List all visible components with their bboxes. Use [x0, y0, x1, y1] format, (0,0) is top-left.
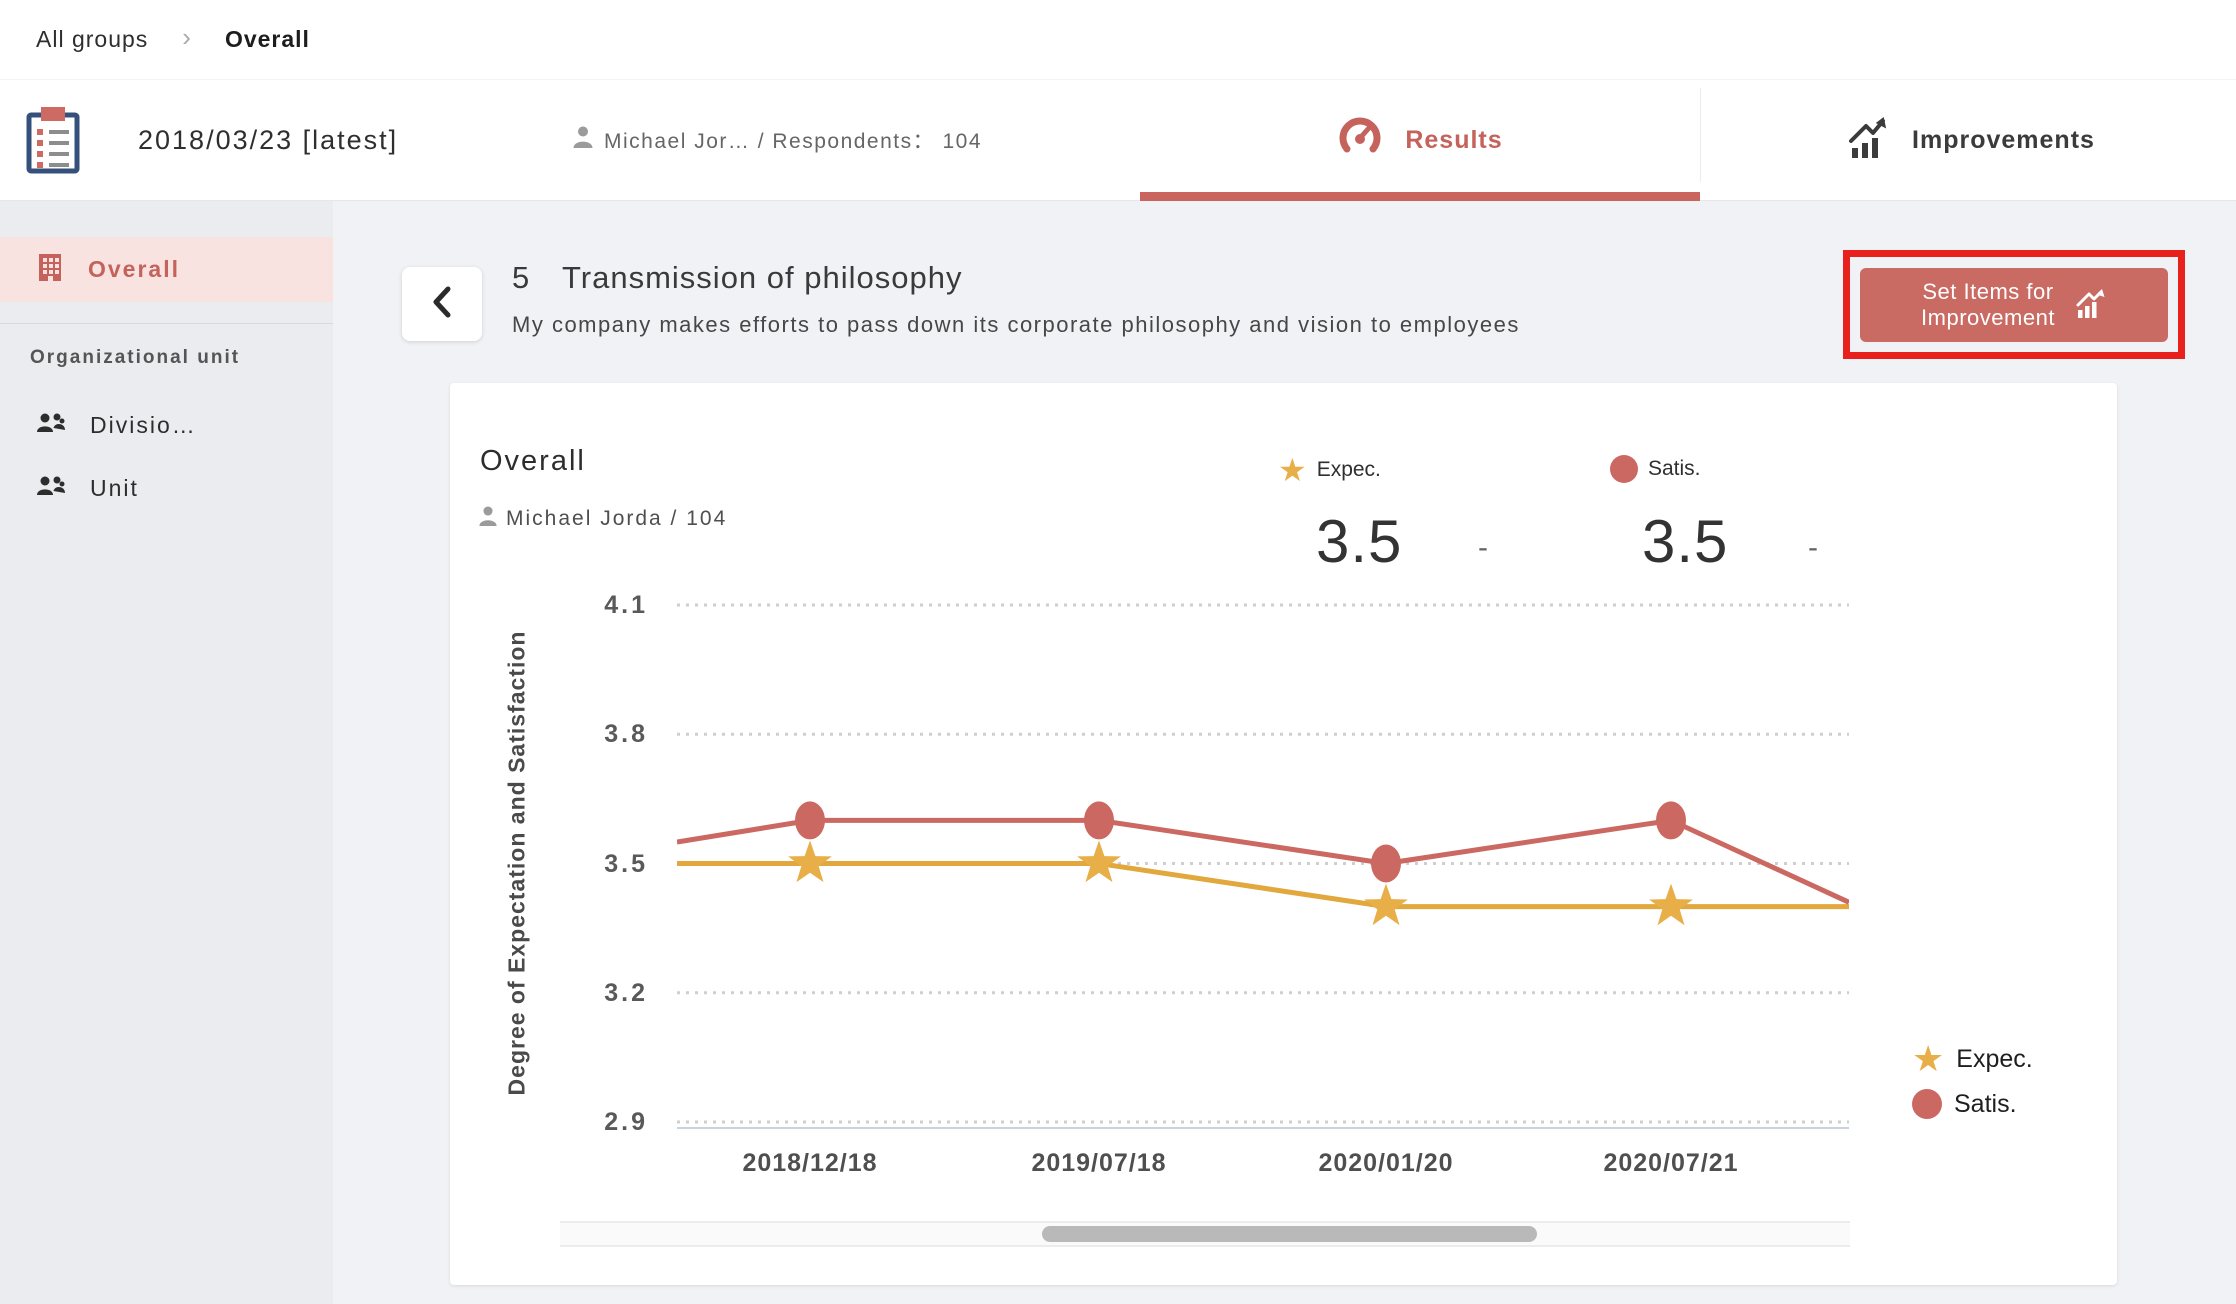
- breadcrumb-separator-icon: ›: [182, 22, 191, 52]
- y-tick-label: 3.5: [604, 849, 648, 878]
- stat-satis-delta: -: [1808, 531, 1818, 564]
- sidebar-item-overall-label: Overall: [88, 256, 180, 282]
- y-tick-label: 2.9: [604, 1108, 648, 1136]
- sidebar-item-unit-label: Unit: [90, 474, 139, 501]
- chart-legend: ★ Expec. Satis.: [1912, 1038, 2033, 1119]
- x-axis-label: 2020/01/20: [1318, 1149, 1454, 1177]
- satis-data-point[interactable]: [795, 801, 825, 840]
- tab-results-label: Results: [1405, 125, 1503, 154]
- survey-date[interactable]: 2018/03/23 [latest]: [138, 125, 399, 155]
- stat-expec-header: ★ Expec.: [1278, 452, 1381, 488]
- tab-divider: [1700, 88, 1701, 182]
- y-tick-label: 3.8: [604, 720, 648, 749]
- satis-data-point[interactable]: [1084, 801, 1114, 840]
- y-tick-label: 3.2: [604, 978, 648, 1007]
- chart-card: Overall Michael Jorda / 104 ★ Expec. 3.5…: [450, 383, 2117, 1285]
- x-axis-label: 2019/07/18: [1031, 1149, 1167, 1177]
- sidebar-item-division[interactable]: Divisio…: [0, 401, 333, 449]
- y-axis-title: Degree of Expectation and Satisfaction: [503, 630, 530, 1096]
- sidebar: Overall Organizational unit Divisio… Uni…: [0, 201, 333, 1304]
- gauge-icon: [1337, 115, 1383, 166]
- expec-data-point[interactable]: [1364, 883, 1408, 926]
- sidebar-item-division-label: Divisio…: [90, 411, 197, 438]
- legend-expec-label: Expec.: [1956, 1044, 2033, 1073]
- y-tick-label: 4.1: [604, 591, 648, 619]
- satis-data-point[interactable]: [1656, 801, 1686, 840]
- circle-marker-icon: [1912, 1089, 1942, 1119]
- question-title: Transmission of philosophy: [562, 260, 963, 295]
- users-icon: [36, 411, 66, 440]
- sidebar-item-overall[interactable]: Overall: [0, 237, 333, 302]
- breadcrumb: All groups › Overall: [0, 0, 2236, 80]
- legend-item-expec: ★ Expec.: [1912, 1038, 2033, 1079]
- chart-horizontal-scrollbar-thumb[interactable]: [1042, 1226, 1537, 1242]
- sidebar-item-unit[interactable]: Unit: [0, 464, 333, 512]
- chart-horizontal-scrollbar-track[interactable]: [560, 1221, 1850, 1247]
- stat-satis-label: Satis.: [1648, 457, 1701, 480]
- circle-marker-icon: [1610, 455, 1638, 483]
- clipboard-icon: [24, 103, 82, 182]
- survey-meta: Michael Jor… / Respondents： 104: [572, 80, 982, 200]
- sidebar-divider: [0, 323, 333, 324]
- question-description: My company makes efforts to pass down it…: [512, 312, 1520, 337]
- expec-data-point[interactable]: [1649, 883, 1693, 926]
- x-axis-label: 2020/07/21: [1603, 1149, 1739, 1177]
- chart-card-subtitle: Michael Jorda / 104: [478, 505, 727, 533]
- satis-data-point[interactable]: [1371, 844, 1401, 883]
- back-button[interactable]: [402, 267, 482, 341]
- chart-card-subtitle-text: Michael Jorda / 104: [506, 507, 728, 530]
- tab-improvements[interactable]: Improvements: [1701, 80, 2236, 200]
- chevron-left-icon: [429, 285, 455, 324]
- stat-satis-value: 3.5: [1642, 508, 1729, 575]
- stat-expec-value: 3.5: [1316, 508, 1403, 575]
- sidebar-section-label: Organizational unit: [30, 347, 241, 368]
- line-chart-plot[interactable]: [677, 580, 1849, 1140]
- tab-improvements-label: Improvements: [1912, 125, 2095, 154]
- legend-satis-label: Satis.: [1954, 1089, 2017, 1118]
- breadcrumb-current: Overall: [224, 26, 310, 52]
- tab-results[interactable]: Results: [1140, 80, 1700, 200]
- set-items-for-improvement-button[interactable]: Set Items for Improvement: [1860, 268, 2168, 342]
- stat-expec-delta: -: [1478, 531, 1488, 564]
- trend-chart-icon: [1842, 114, 1890, 167]
- building-icon: [36, 252, 64, 287]
- x-axis-label: 2018/12/18: [742, 1149, 878, 1177]
- chart-card-title: Overall: [480, 445, 586, 477]
- star-marker-icon: ★: [1278, 452, 1307, 488]
- question-number: 5: [512, 260, 530, 295]
- users-icon: [36, 474, 66, 503]
- expec-data-point[interactable]: [1077, 840, 1121, 883]
- improvement-chart-icon: [2073, 287, 2107, 324]
- user-icon: [572, 125, 594, 155]
- set-items-button-label: Set Items for Improvement: [1921, 279, 2055, 330]
- survey-meta-text: Michael Jor… / Respondents： 104: [604, 130, 982, 153]
- star-marker-icon: ★: [1912, 1038, 1945, 1079]
- breadcrumb-root[interactable]: All groups: [36, 26, 149, 52]
- expec-data-point[interactable]: [788, 840, 832, 883]
- stat-satis-header: Satis.: [1610, 455, 1701, 483]
- stat-expec-label: Expec.: [1316, 458, 1381, 481]
- active-tab-underline: [1140, 192, 1700, 201]
- user-icon: [478, 505, 498, 533]
- legend-item-satis: Satis.: [1912, 1089, 2033, 1119]
